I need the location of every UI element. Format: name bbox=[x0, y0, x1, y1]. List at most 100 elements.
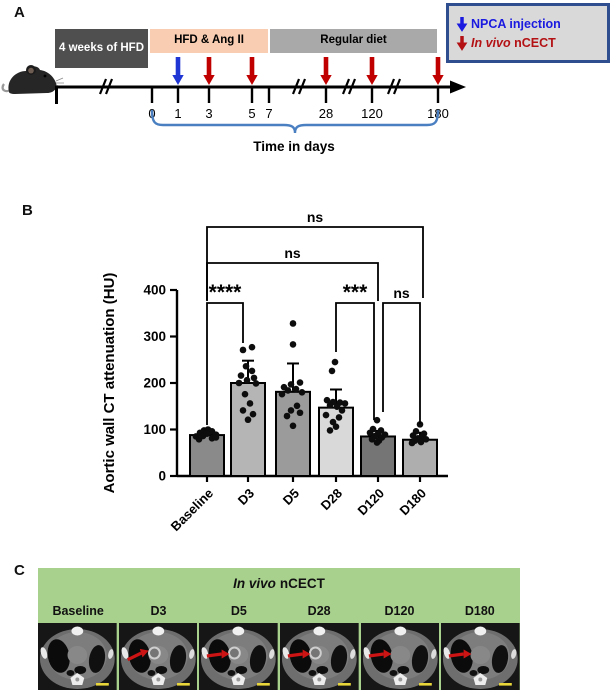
legend-item-npca-label: NPCA injection bbox=[471, 16, 561, 31]
significance-bracket bbox=[206, 226, 424, 300]
timeline-tick-label: 7 bbox=[265, 106, 272, 121]
data-point bbox=[373, 416, 381, 424]
timeline-axis-title: Time in days bbox=[253, 139, 335, 154]
data-point bbox=[422, 435, 430, 443]
ct-slice-svg bbox=[360, 623, 440, 690]
data-point bbox=[241, 390, 249, 398]
data-point bbox=[244, 416, 252, 424]
ncect-arrow-icon bbox=[366, 57, 378, 85]
attenuation-bar-chart: 0 100 200 300 400 Aortic wall CT attenuation … bbox=[101, 209, 448, 534]
data-point bbox=[323, 396, 331, 404]
panel-c-label: C bbox=[14, 562, 25, 579]
data-point bbox=[416, 421, 424, 428]
legend-item-ncect: In vivo nCECT bbox=[456, 35, 607, 51]
data-point bbox=[296, 409, 304, 417]
data-point bbox=[248, 343, 256, 351]
data-point bbox=[331, 358, 339, 366]
ct-red-arrow-icon bbox=[287, 649, 311, 659]
ct-image-d5 bbox=[199, 623, 279, 690]
panel-a-label: A bbox=[14, 4, 25, 21]
data-point bbox=[235, 379, 243, 387]
significance-label: ns bbox=[284, 245, 301, 261]
ncect-arrow-icon bbox=[456, 35, 468, 51]
phase-box-hfd-text: 4 weeks of HFD bbox=[59, 41, 144, 54]
ct-slice-svg bbox=[280, 623, 359, 690]
data-point bbox=[278, 390, 286, 398]
data-point bbox=[248, 367, 256, 375]
bar-baseline bbox=[189, 434, 225, 477]
x-axis-category-label: D28 bbox=[318, 486, 345, 513]
data-point bbox=[417, 438, 425, 446]
y-axis-tick-label: 0 bbox=[158, 469, 166, 484]
ct-red-arrow-icon bbox=[126, 648, 149, 662]
ct-image-baseline bbox=[38, 623, 117, 690]
data-point bbox=[289, 320, 297, 327]
phase-box-regular-diet: Regular diet bbox=[270, 29, 437, 53]
timeline-tick-label: 5 bbox=[248, 106, 255, 121]
ct-slice-svg bbox=[38, 623, 117, 690]
col-label-d5: D5 bbox=[230, 603, 247, 618]
scale-bar bbox=[499, 683, 513, 686]
bar-d5 bbox=[275, 390, 311, 477]
data-point bbox=[373, 439, 381, 446]
y-axis-title: Aortic wall CT attenuation (HU) bbox=[101, 273, 118, 494]
data-point bbox=[287, 381, 295, 388]
timeline-tick-label: 1 bbox=[174, 106, 181, 121]
col-label-baseline: Baseline bbox=[52, 603, 104, 618]
phase-box-regular-diet-text: Regular diet bbox=[320, 34, 387, 47]
data-point bbox=[326, 402, 334, 409]
ncect-image-banner: In vivo nCECT Baseline D3 D5 D28 D120 D1… bbox=[38, 568, 520, 690]
data-point bbox=[332, 423, 340, 431]
ct-slice-svg bbox=[118, 623, 198, 690]
significance-label: **** bbox=[209, 281, 243, 304]
phase-box-hfd-angii-text: HFD & Ang II bbox=[174, 34, 244, 47]
mouse-icon bbox=[1, 65, 64, 94]
data-point bbox=[333, 403, 341, 411]
panel-b-label: B bbox=[22, 202, 33, 219]
ncect-arrow-icon bbox=[203, 57, 215, 85]
ncect-arrow-icon bbox=[432, 57, 444, 85]
ncect-arrow-icon bbox=[246, 57, 258, 85]
significance-label: ns bbox=[307, 209, 324, 225]
timeline-tick-label: 28 bbox=[319, 106, 333, 121]
data-point bbox=[335, 414, 343, 421]
data-point bbox=[322, 411, 330, 419]
ct-image-d3 bbox=[118, 623, 198, 690]
x-axis-category-label: D180 bbox=[397, 486, 430, 519]
significance-bracket bbox=[206, 302, 244, 425]
axis-break-icon bbox=[386, 78, 402, 95]
ncect-image-row bbox=[38, 623, 521, 690]
axis-break-icon bbox=[98, 78, 114, 95]
data-point bbox=[246, 400, 254, 407]
bar-d3 bbox=[230, 382, 266, 477]
time-span-brace bbox=[150, 109, 440, 134]
scale-bar bbox=[257, 683, 271, 686]
legend-item-npca: NPCA injection bbox=[456, 16, 607, 32]
ct-red-arrow-icon bbox=[449, 649, 472, 659]
ncect-image-title: In vivo nCECT bbox=[38, 568, 520, 598]
bar-d28 bbox=[318, 406, 354, 477]
timeline-tick-label: 120 bbox=[361, 106, 383, 121]
data-point bbox=[293, 402, 301, 410]
ct-red-arrow-icon bbox=[368, 649, 392, 659]
data-point bbox=[250, 374, 258, 382]
ct-slice-svg bbox=[199, 623, 279, 690]
data-point bbox=[409, 432, 417, 439]
data-point bbox=[341, 400, 349, 407]
data-point bbox=[292, 385, 300, 393]
x-axis-category-label: D3 bbox=[235, 486, 257, 508]
data-point bbox=[366, 429, 374, 437]
x-axis-category-label: D120 bbox=[355, 486, 388, 519]
data-point bbox=[298, 389, 306, 396]
data-point bbox=[287, 407, 295, 414]
data-point bbox=[408, 439, 416, 447]
timeline-legend: NPCA injection In vivo nCECT bbox=[446, 3, 610, 63]
scale-bar bbox=[418, 683, 432, 686]
x-axis-category-label: Baseline bbox=[168, 486, 216, 534]
phase-box-hfd: 4 weeks of HFD bbox=[55, 29, 148, 68]
col-label-d28: D28 bbox=[307, 603, 331, 618]
data-point bbox=[239, 407, 247, 414]
y-axis-tick-label: 100 bbox=[143, 422, 166, 437]
npca-injection-arrow-icon bbox=[172, 57, 184, 85]
